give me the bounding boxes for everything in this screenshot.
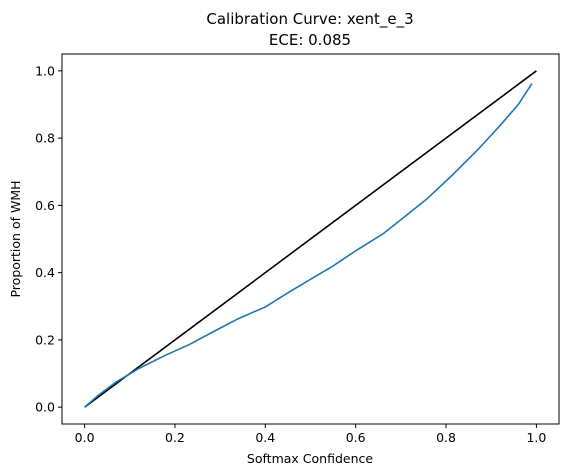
x-tick-label: 0.6: [346, 430, 366, 445]
chart-subtitle: ECE: 0.085: [269, 31, 351, 49]
y-tick-label: 0.2: [35, 332, 55, 347]
x-tick-label: 1.0: [526, 430, 546, 445]
y-tick-label: 1.0: [35, 63, 55, 78]
plot-series: [84, 70, 537, 408]
axis-ticks: 0.0 0.2 0.4 0.6 0.8 1.0 0.0 0.2 0.4 0.6 0.8 1.0: [35, 63, 546, 445]
y-tick-label: 0.6: [35, 198, 55, 213]
x-axis-label: Softmax Confidence: [247, 451, 373, 466]
calibration-curve-line: [84, 83, 533, 408]
x-tick-label: 0.8: [436, 430, 456, 445]
x-tick-label: 0.4: [255, 430, 275, 445]
y-tick-label: 0.4: [35, 265, 55, 280]
x-tick-label: 0.0: [75, 430, 95, 445]
y-axis-label: Proportion of WMH: [8, 180, 23, 297]
x-tick-label: 0.2: [165, 430, 185, 445]
y-tick-label: 0.0: [35, 400, 55, 415]
y-tick-label: 0.8: [35, 131, 55, 146]
plot-frame: [61, 53, 560, 425]
perfect-calibration-line: [84, 70, 537, 408]
chart-title: Calibration Curve: xent_e_3: [206, 10, 413, 29]
